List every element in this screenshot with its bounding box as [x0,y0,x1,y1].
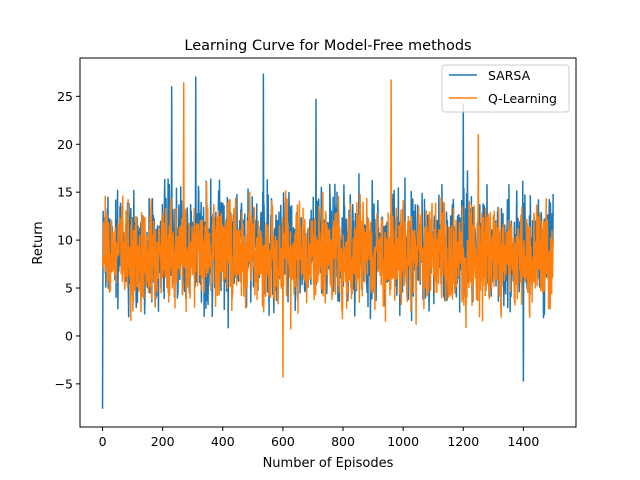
y-tick-label: −5 [55,376,73,391]
x-tick-label: 1000 [387,434,419,449]
x-tick-label: 600 [271,434,295,449]
legend-label-q-learning: Q-Learning [488,91,557,106]
y-tick-label: 10 [57,233,73,248]
y-tick-label: 15 [57,185,73,200]
x-tick-label: 1200 [447,434,479,449]
chart-title: Learning Curve for Model-Free methods [184,38,471,54]
x-axis: 0 200 400 600 800 1000 1200 1400 [99,427,539,449]
x-tick-label: 800 [331,434,355,449]
x-tick-label: 200 [151,434,175,449]
y-tick-label: 25 [57,89,73,104]
plot-frame [79,57,577,428]
series-layer [101,73,554,409]
legend-box [441,64,570,113]
y-tick-label: 20 [57,137,73,152]
x-axis-label: Number of Episodes [263,456,394,471]
x-tick-label: 0 [99,434,107,449]
y-tick-label: 0 [65,328,73,343]
legend: SARSA Q-Learning [441,64,570,113]
y-tick-label: 5 [65,281,73,296]
x-tick-label: 1400 [507,434,539,449]
legend-label-sarsa: SARSA [488,68,531,83]
x-tick-label: 400 [211,434,235,449]
y-axis: −5 0 5 10 15 20 25 [55,89,80,391]
y-axis-label: Return [31,221,46,264]
series-line-q-learning [101,79,554,378]
